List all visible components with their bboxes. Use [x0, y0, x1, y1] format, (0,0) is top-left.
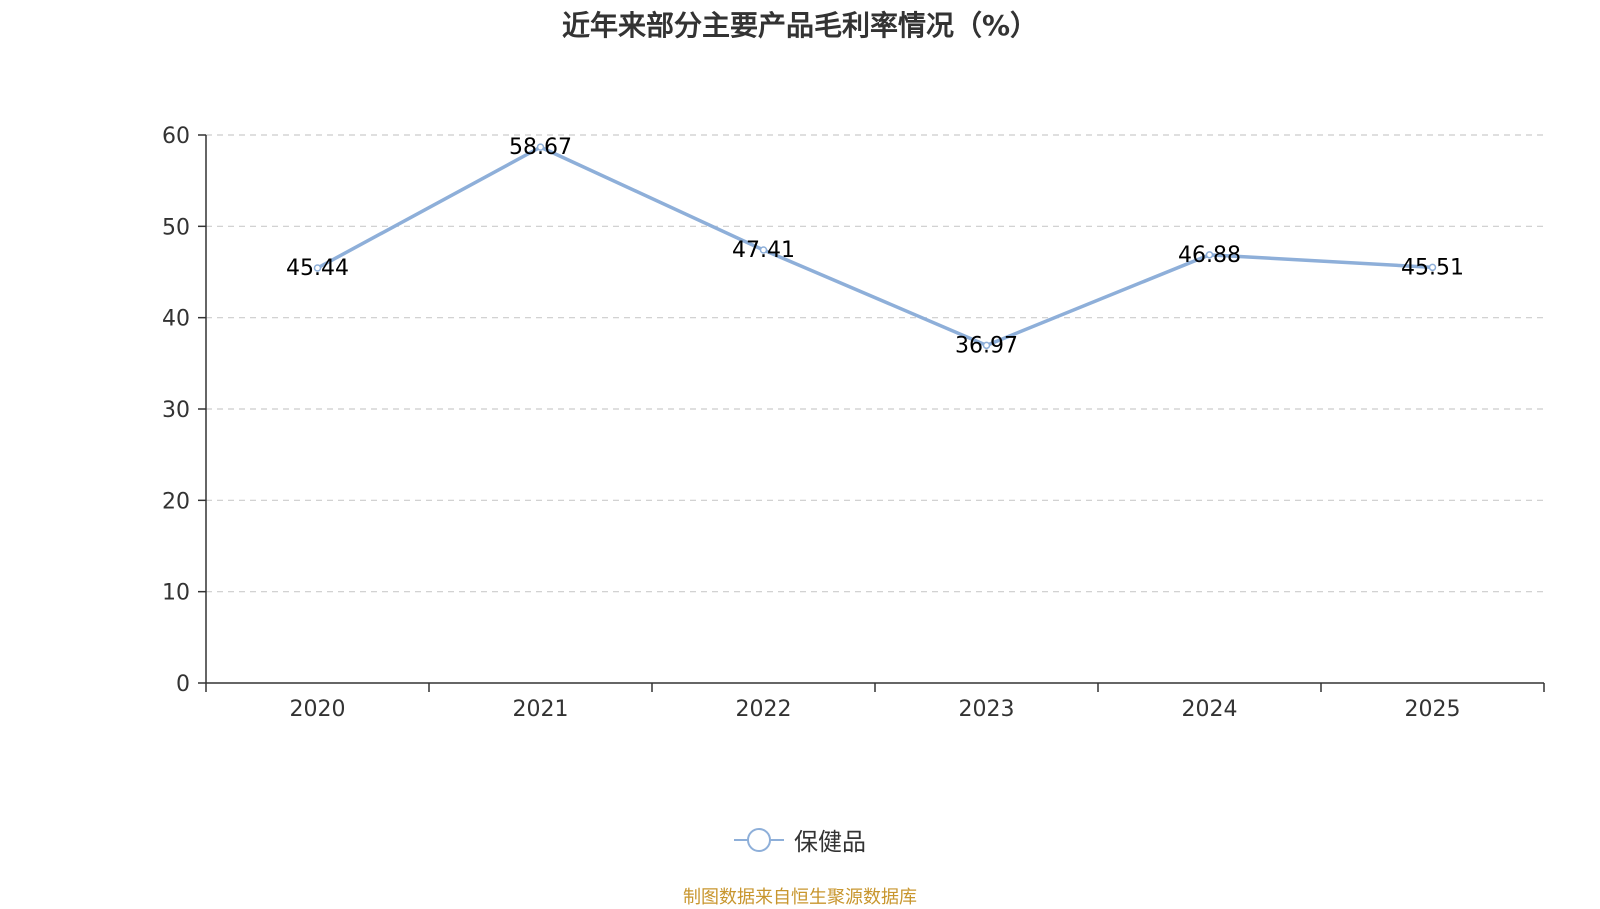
legend-line-circle-icon [734, 827, 784, 852]
data-label: 45.44 [286, 256, 349, 281]
data-labels: 45.44 58.67 47.41 36.97 46.88 45.51 [286, 135, 1464, 358]
data-points [313, 143, 1437, 350]
y-tick-label: 40 [162, 307, 190, 332]
axes: 0 10 20 30 40 50 60 2020 2021 2022 2023 2024 2025 [162, 124, 1545, 722]
data-point [1205, 251, 1214, 259]
series-line [316, 145, 1433, 348]
y-tick-label: 30 [162, 398, 190, 423]
data-label: 58.67 [509, 135, 572, 160]
data-label: 46.88 [1178, 243, 1241, 268]
y-tick-label: 20 [162, 489, 190, 514]
x-tick-label: 2023 [959, 697, 1015, 722]
data-point [982, 341, 991, 350]
chart-title: 近年来部分主要产品毛利率情况（%） [561, 9, 1039, 42]
data-label: 45.51 [1401, 255, 1464, 280]
data-point [1428, 263, 1437, 272]
legend-label: 保健品 [794, 828, 866, 856]
data-label: 36.97 [955, 333, 1018, 358]
y-tick-label: 60 [162, 124, 190, 149]
x-tick-label: 2020 [290, 697, 346, 722]
y-tick-label: 50 [162, 215, 190, 240]
x-tick-label: 2025 [1405, 697, 1461, 722]
y-tick-label: 10 [162, 581, 190, 606]
data-label: 47.41 [732, 238, 795, 263]
data-point [313, 264, 322, 272]
legend[interactable]: 保健品 [0, 822, 1600, 857]
grid-lines [206, 134, 1544, 593]
x-tick-label: 2024 [1182, 697, 1238, 722]
source-note: 制图数据来自恒生聚源数据库 [683, 887, 917, 908]
data-point [536, 143, 545, 151]
x-tick-label: 2022 [736, 697, 792, 722]
x-tick-label: 2021 [513, 697, 569, 722]
data-point [759, 246, 768, 254]
y-tick-label: 0 [176, 672, 190, 697]
series-line-group [316, 145, 1433, 348]
